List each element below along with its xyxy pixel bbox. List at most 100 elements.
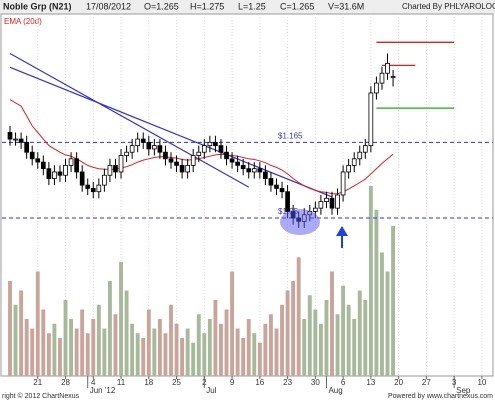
candle-body — [102, 174, 107, 186]
arrow — [336, 226, 348, 248]
candle-body — [196, 151, 202, 156]
volume-bar — [280, 304, 284, 376]
header-close: C=1.265 — [280, 1, 314, 11]
x-tick-label: 27 — [422, 378, 431, 387]
volume-bar — [119, 262, 123, 376]
volume-bar — [24, 319, 29, 376]
candle-body — [74, 158, 79, 173]
candle-body — [85, 184, 91, 189]
footer-left: right © 2012 ChartNexus — [2, 392, 80, 400]
volume-bar — [191, 342, 196, 376]
volume-bar — [19, 290, 24, 376]
candle-body — [224, 151, 229, 160]
volume-bar — [124, 290, 129, 376]
candle-body — [90, 188, 96, 193]
candle-body — [329, 197, 335, 209]
volume-bar — [335, 314, 340, 376]
candle-body — [68, 158, 74, 166]
candle-body — [157, 145, 163, 153]
candle-body — [190, 155, 196, 166]
header-low: L=1.25 — [238, 1, 266, 11]
x-tick-label: 21 — [33, 378, 42, 387]
candle-body — [351, 158, 357, 166]
header-high: H=1.275 — [190, 1, 224, 11]
candle-body — [385, 62, 390, 74]
candle-body — [279, 188, 285, 193]
candle-body — [374, 82, 379, 94]
volume-bar — [180, 338, 185, 376]
volume-bar — [302, 319, 307, 376]
header-bar — [0, 0, 495, 14]
volume-bar — [30, 328, 35, 376]
volume-bar — [230, 271, 235, 376]
candle-body — [163, 151, 168, 160]
volume-bar — [391, 225, 396, 376]
candle-body — [285, 191, 290, 212]
candle-body — [201, 145, 207, 153]
volume-bar — [235, 328, 240, 376]
month-label: Jun '12 — [90, 386, 116, 395]
candle-body — [29, 151, 35, 160]
volume-bar — [207, 319, 212, 376]
x-tick-label: 4 — [91, 378, 96, 387]
volume-bar — [257, 342, 262, 376]
volume-bar — [13, 304, 18, 376]
x-tick-label: 16 — [255, 378, 264, 387]
volume-bar — [135, 333, 140, 376]
candle-body — [79, 171, 85, 186]
volume-bar — [41, 309, 46, 376]
volume-bar — [35, 271, 40, 376]
candle-body — [379, 72, 385, 84]
x-tick-label: 13 — [366, 378, 375, 387]
month-label: Sep — [456, 386, 471, 395]
x-tick-label: 10 — [477, 378, 486, 387]
candle-body — [246, 168, 252, 173]
candle-body — [118, 155, 124, 173]
x-tick-label: 20 — [394, 378, 403, 387]
plot: 21284111825291623306132027310Jun '12JulA… — [2, 14, 493, 395]
candle-body — [52, 171, 57, 179]
volume-bar — [96, 304, 101, 376]
volume-bar — [52, 323, 57, 376]
volume-bar — [174, 323, 179, 376]
volume-bar — [91, 319, 96, 376]
volume-bar — [102, 328, 107, 376]
candle-body — [140, 138, 146, 143]
legend-ema: EMA (20d) — [4, 17, 42, 26]
volume-bar — [368, 186, 373, 376]
volume-bar — [346, 304, 351, 376]
volume-bar — [202, 333, 207, 376]
volume-bar — [385, 271, 390, 376]
watermark: Charted By PHLYAROLOGIST — [402, 2, 495, 11]
volume-bar — [274, 328, 279, 376]
candle-body — [274, 184, 279, 189]
candle-body — [152, 145, 157, 150]
volume-bar — [185, 328, 190, 376]
volume-bar — [46, 333, 51, 376]
volume-bar — [341, 285, 346, 376]
candle-body — [107, 164, 113, 176]
candle-body — [324, 197, 329, 202]
candle-body — [218, 145, 224, 153]
candle-body — [96, 184, 102, 193]
volume-bar — [313, 309, 318, 376]
volume-bar — [241, 338, 246, 376]
volume-bar — [380, 252, 384, 376]
header-volume: V=31.6M — [328, 1, 364, 11]
highlight — [280, 209, 320, 235]
candle-body — [340, 171, 346, 196]
volume-bar — [374, 209, 379, 376]
ema-line — [9, 99, 394, 195]
candle-body — [313, 207, 318, 212]
trend-line — [9, 52, 250, 188]
candle-body — [57, 171, 63, 176]
volume-bar — [163, 333, 168, 376]
volume-bar — [58, 338, 62, 376]
volume-bar — [196, 314, 201, 376]
candle-body — [7, 132, 13, 140]
volume-bar — [80, 309, 85, 376]
volume-bar — [352, 319, 357, 376]
candle-body — [179, 164, 185, 173]
month-label: Aug — [328, 386, 342, 395]
